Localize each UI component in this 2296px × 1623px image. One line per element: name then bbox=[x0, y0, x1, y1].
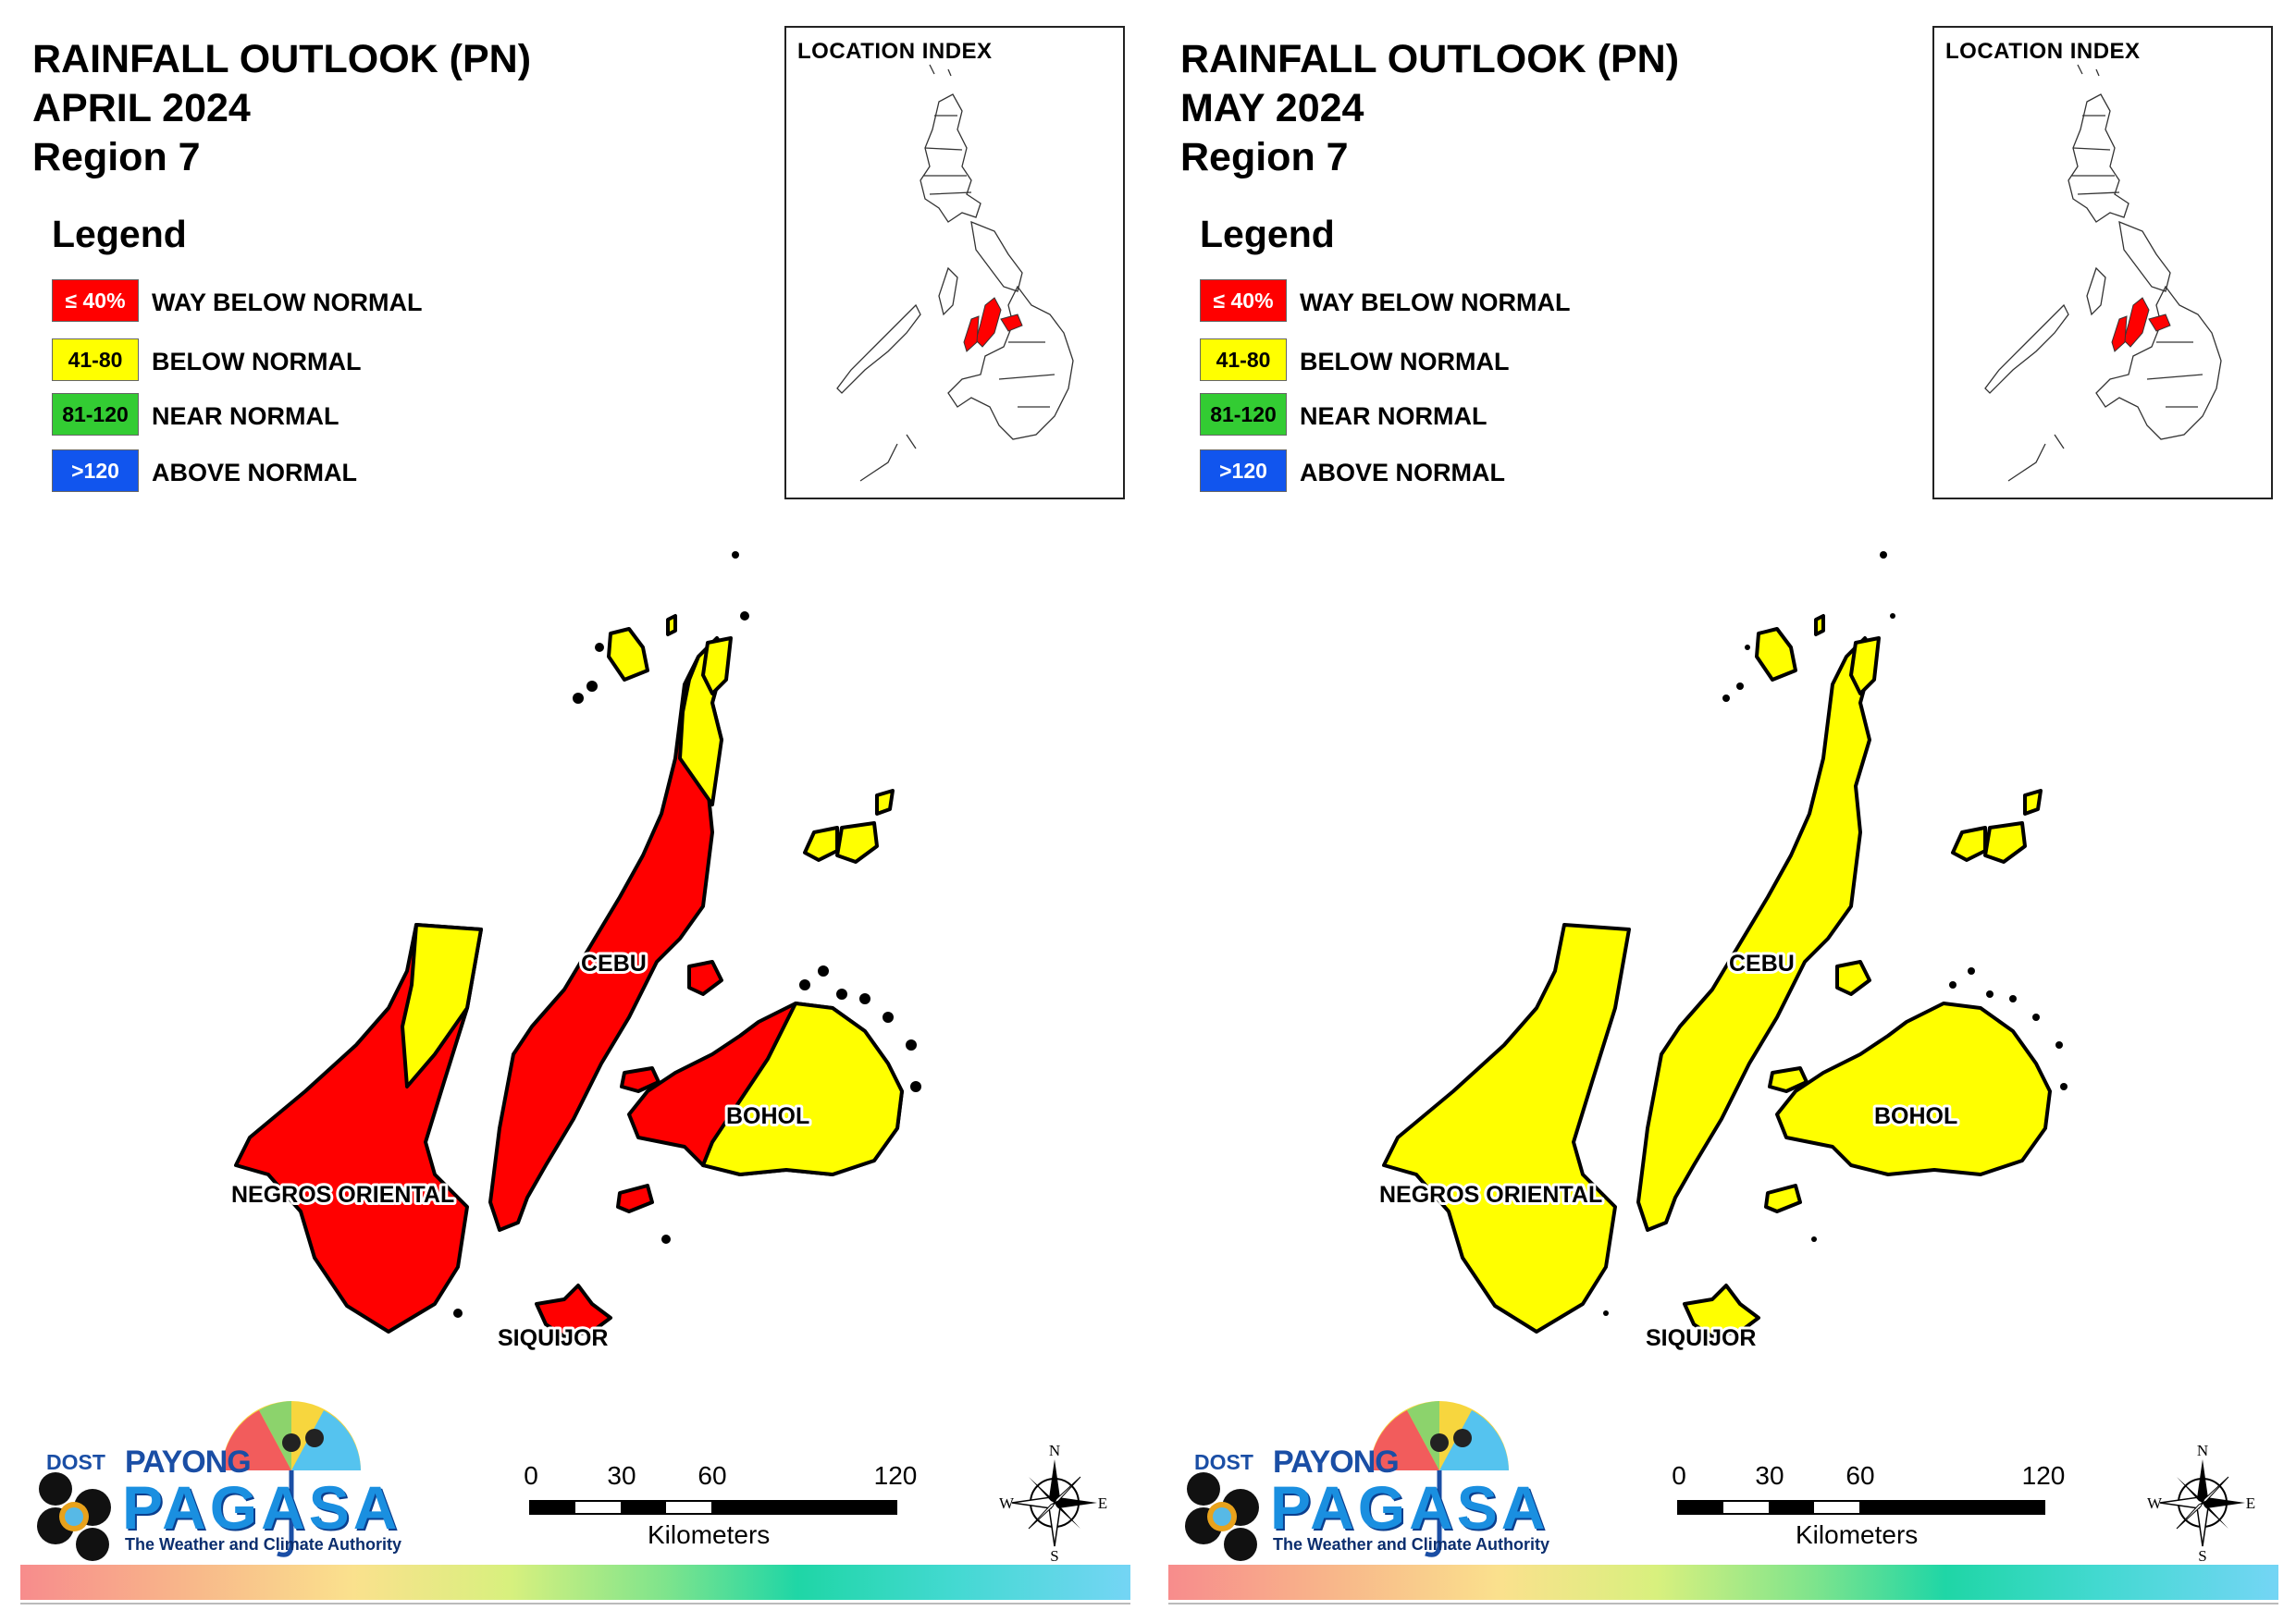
location-index-title: LOCATION INDEX bbox=[797, 39, 993, 64]
negros-oriental-region bbox=[1382, 923, 1631, 1334]
label-siquijor: SIQUIJOR bbox=[498, 1325, 608, 1351]
legend-label: NEAR NORMAL bbox=[1300, 402, 1487, 430]
scale-unit: Kilometers bbox=[1796, 1520, 1919, 1549]
bottom-rule bbox=[1168, 1603, 2278, 1605]
map-title: RAINFALL OUTLOOK (PN) APRIL 2024 Region … bbox=[32, 35, 531, 182]
logo-payong: PAYONG bbox=[125, 1445, 252, 1480]
outlook-panel-may: RAINFALL OUTLOOK (PN) MAY 2024 Region 7 … bbox=[1148, 0, 2296, 1623]
logo-payong: PAYONG bbox=[1273, 1445, 1400, 1480]
logo-tagline: The Weather and Climate Authority bbox=[1273, 1535, 1550, 1554]
compass-rose: N S E W bbox=[999, 1442, 1110, 1565]
compass-e: E bbox=[2246, 1494, 2255, 1512]
legend-label: NEAR NORMAL bbox=[152, 402, 339, 430]
compass-w: W bbox=[999, 1494, 1015, 1512]
legend-label: BELOW NORMAL bbox=[1300, 348, 1510, 375]
cebu-region bbox=[1636, 636, 1876, 1232]
legend-label: BELOW NORMAL bbox=[152, 348, 362, 375]
siquijor-region bbox=[1683, 1284, 1760, 1338]
map-title: RAINFALL OUTLOOK (PN) MAY 2024 Region 7 bbox=[1180, 35, 1679, 182]
region-7-map: CEBU BOHOL NEGROS ORIENTAL SIQUIJOR bbox=[1376, 551, 2068, 1354]
logo-pagasa: PAGASA bbox=[1270, 1473, 1549, 1542]
title-line-3: Region 7 bbox=[32, 135, 201, 179]
title-line-1: RAINFALL OUTLOOK (PN) bbox=[32, 37, 532, 81]
legend-label: ABOVE NORMAL bbox=[152, 459, 357, 486]
region-7-map: CEBU BOHOL NEGROS ORIENTAL SIQUIJOR bbox=[228, 551, 921, 1354]
camotes-islands bbox=[1951, 826, 1987, 862]
outlook-panel-april: RAINFALL OUTLOOK (PN) APRIL 2024 Region … bbox=[20, 26, 1130, 1605]
logo-dost: DOST bbox=[1194, 1450, 1253, 1474]
location-index: LOCATION INDEX bbox=[784, 26, 1125, 499]
bottom-rule bbox=[20, 1603, 1130, 1605]
scale-tick: 120 bbox=[2021, 1461, 2066, 1490]
logo-pagasa: PAGASA bbox=[122, 1473, 401, 1542]
philippines-index-map bbox=[1984, 64, 2222, 482]
camotes-islands bbox=[803, 826, 839, 862]
label-bohol: BOHOL bbox=[1874, 1103, 1957, 1129]
legend-swatch: 81-120 bbox=[1200, 393, 1287, 436]
scale-bar: 0 30 60 120 Kilometers bbox=[518, 1461, 925, 1554]
scale-tick: 120 bbox=[873, 1461, 918, 1490]
scale-bar-graphic bbox=[1677, 1500, 2045, 1515]
compass-n: N bbox=[1049, 1443, 1060, 1459]
umbrella-icon bbox=[37, 1401, 361, 1561]
color-bar bbox=[20, 1565, 1130, 1600]
compass-s: S bbox=[2198, 1547, 2206, 1563]
siquijor-region bbox=[535, 1284, 612, 1338]
compass-icon: N S E W bbox=[2147, 1442, 2255, 1565]
compass-e: E bbox=[1098, 1494, 1107, 1512]
label-siquijor: SIQUIJOR bbox=[1646, 1325, 1756, 1351]
label-cebu: CEBU bbox=[581, 951, 647, 977]
cebu-north-tip bbox=[701, 636, 733, 695]
legend-swatch: ≤ 40% bbox=[1200, 279, 1287, 322]
title-line-2: MAY 2024 bbox=[1180, 86, 1364, 130]
scale-tick: 60 bbox=[1845, 1461, 1875, 1490]
scale-tick: 30 bbox=[1755, 1461, 1784, 1490]
scale-tick: 30 bbox=[607, 1461, 636, 1490]
scale-bar-graphic bbox=[529, 1500, 897, 1515]
umbrella-icon bbox=[1185, 1401, 1509, 1561]
bohol-east-yellow bbox=[701, 1002, 904, 1176]
logo-dost: DOST bbox=[46, 1450, 105, 1474]
legend-title: Legend bbox=[52, 213, 187, 255]
legend-label: WAY BELOW NORMAL bbox=[1300, 289, 1571, 316]
scale-tick: 0 bbox=[1672, 1461, 1686, 1490]
scale-unit: Kilometers bbox=[648, 1520, 771, 1549]
legend-swatch: >120 bbox=[52, 449, 139, 492]
legend-label: ABOVE NORMAL bbox=[1300, 459, 1505, 486]
bantayan-island bbox=[1755, 627, 1797, 682]
negros-north-yellow bbox=[401, 923, 483, 1088]
title-line-2: APRIL 2024 bbox=[32, 86, 251, 130]
scale-tick: 0 bbox=[524, 1461, 538, 1490]
title-line-1: RAINFALL OUTLOOK (PN) bbox=[1180, 37, 1680, 81]
label-negros-oriental: NEGROS ORIENTAL bbox=[1379, 1182, 1602, 1208]
legend-swatch: >120 bbox=[1200, 449, 1287, 492]
label-negros-oriental: NEGROS ORIENTAL bbox=[231, 1182, 454, 1208]
philippines-index-map bbox=[836, 64, 1074, 482]
bohol-region bbox=[1775, 1002, 2052, 1176]
scale-bar: 0 30 60 120 Kilometers bbox=[1666, 1461, 2073, 1554]
pagasa-logo: DOST PAYONG PAGASA The Weather and Clima… bbox=[28, 1387, 402, 1568]
compass-s: S bbox=[1050, 1547, 1058, 1563]
scale-tick: 60 bbox=[697, 1461, 727, 1490]
pagasa-logo: DOST PAYONG PAGASA The Weather and Clima… bbox=[1176, 1387, 1550, 1568]
title-line-3: Region 7 bbox=[1180, 135, 1349, 179]
logo-tagline: The Weather and Climate Authority bbox=[125, 1535, 402, 1554]
location-index-title: LOCATION INDEX bbox=[1945, 39, 2141, 64]
compass-rose: N S E W bbox=[2147, 1442, 2258, 1565]
legend-title: Legend bbox=[1200, 213, 1335, 255]
legend-swatch: 41-80 bbox=[1200, 338, 1287, 381]
label-bohol: BOHOL bbox=[726, 1103, 809, 1129]
compass-icon: N S E W bbox=[999, 1442, 1107, 1565]
legend-swatch: ≤ 40% bbox=[52, 279, 139, 322]
location-index: LOCATION INDEX bbox=[1932, 26, 2273, 499]
cebu-region bbox=[488, 636, 728, 1232]
label-cebu: CEBU bbox=[1729, 951, 1795, 977]
legend-swatch: 41-80 bbox=[52, 338, 139, 381]
color-bar bbox=[1168, 1565, 2278, 1600]
compass-n: N bbox=[2197, 1443, 2208, 1459]
compass-w: W bbox=[2147, 1494, 2163, 1512]
bantayan-island bbox=[607, 627, 649, 682]
legend-label: WAY BELOW NORMAL bbox=[152, 289, 423, 316]
legend-swatch: 81-120 bbox=[52, 393, 139, 436]
